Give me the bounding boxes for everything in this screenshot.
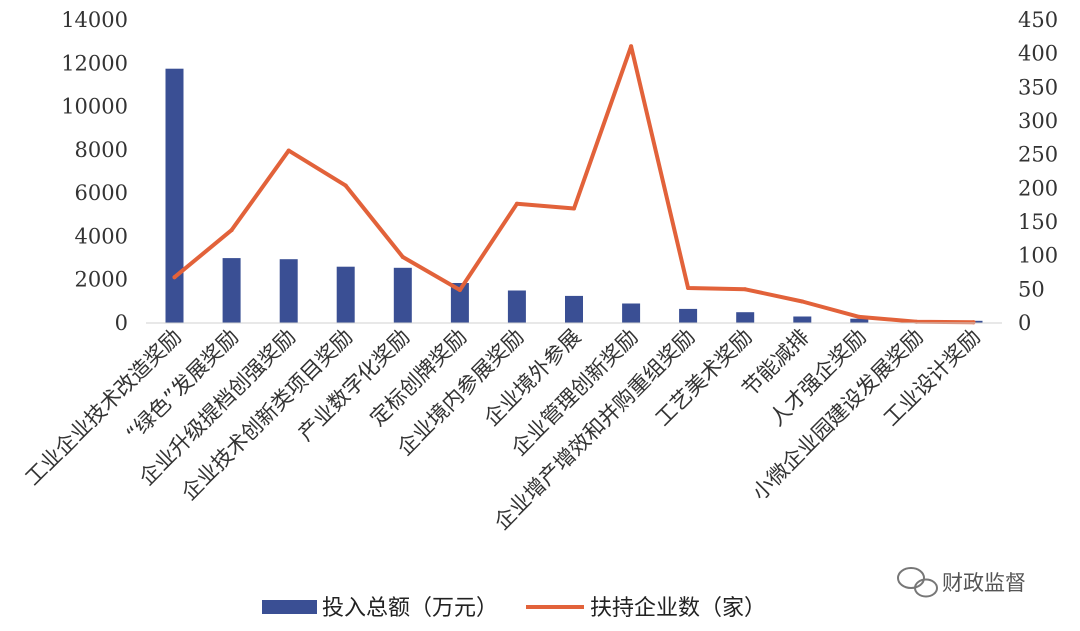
- bar: [222, 258, 241, 323]
- line-point: [572, 206, 576, 211]
- bar: [393, 267, 412, 323]
- line-point: [743, 287, 748, 292]
- line-point: [800, 299, 805, 304]
- right-tick-label: 200: [1018, 176, 1058, 200]
- left-tick-label: 2000: [75, 268, 128, 292]
- line-point: [629, 44, 634, 49]
- bar: [850, 318, 869, 323]
- legend: 投入总额（万元） 扶持企业数（家）: [262, 596, 766, 621]
- line-point: [457, 288, 462, 292]
- right-y-axis: 0 50 100 150 200 250 300 350 400 450: [1018, 8, 1058, 335]
- bar: [736, 312, 755, 323]
- left-tick-label: 14000: [61, 8, 128, 32]
- category-labels: 工业企业技术改造奖励“绿色”发展奖励企业升级提档创强奖励企业技术创新类项目奖励产…: [21, 325, 985, 535]
- bar: [565, 295, 583, 323]
- legend-swatch-bar: [262, 600, 317, 614]
- line-point: [229, 228, 234, 233]
- right-tick-label: 100: [1018, 244, 1058, 268]
- bar: [679, 308, 698, 323]
- legend-label-bar: 投入总额（万元）: [322, 596, 498, 621]
- right-tick-label: 0: [1018, 311, 1031, 335]
- left-tick-label: 10000: [61, 95, 128, 119]
- bar: [336, 266, 355, 323]
- watermark: 财政监督: [897, 567, 1026, 598]
- right-tick-label: 300: [1018, 109, 1058, 133]
- bar: [622, 303, 641, 323]
- right-tick-label: 450: [1018, 8, 1058, 32]
- right-tick-label: 150: [1018, 210, 1058, 234]
- bar: [507, 290, 526, 323]
- left-tick-label: 12000: [61, 51, 128, 75]
- left-tick-label: 4000: [75, 224, 128, 248]
- right-tick-label: 250: [1018, 143, 1058, 167]
- line-point: [343, 183, 348, 188]
- right-tick-label: 350: [1018, 75, 1058, 99]
- bar: [279, 259, 298, 323]
- legend-label-line: 扶持企业数（家）: [590, 596, 766, 621]
- right-tick-label: 400: [1018, 42, 1058, 66]
- left-y-axis: 0 2000 4000 6000 8000 10000 12000 14000: [61, 8, 128, 335]
- left-tick-label: 6000: [75, 181, 128, 205]
- line-series: [172, 44, 976, 325]
- left-tick-label: 0: [115, 311, 128, 335]
- right-tick-label: 50: [1018, 277, 1045, 301]
- bar: [793, 316, 812, 323]
- watermark-text: 财政监督: [942, 571, 1026, 595]
- line-point: [172, 275, 177, 280]
- bar: [450, 283, 469, 323]
- left-tick-label: 8000: [75, 138, 128, 162]
- line-point: [514, 201, 519, 206]
- line-point: [286, 148, 291, 153]
- bar-series: [165, 68, 983, 323]
- line-point: [857, 314, 862, 319]
- wechat-icon: [897, 567, 938, 598]
- line-point: [400, 255, 405, 259]
- line-point: [971, 320, 976, 325]
- bar: [165, 68, 184, 323]
- line-point: [686, 286, 691, 290]
